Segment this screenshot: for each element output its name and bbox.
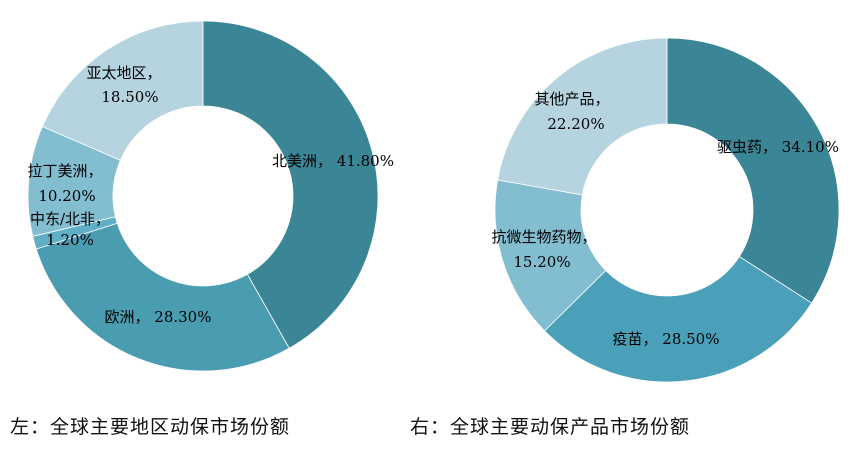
donut-slice-1-2	[494, 179, 607, 332]
slice-label-0-3-1: 10.20%	[38, 187, 95, 205]
donut-slice-0-1	[35, 222, 290, 372]
slice-label-0-2-1: 1.20%	[46, 231, 94, 249]
slice-label-1-0-0: 驱虫药， 34.10%	[717, 138, 839, 156]
donut-slice-0-0	[202, 20, 379, 349]
slice-label-1-1-0: 疫苗， 28.50%	[613, 330, 720, 348]
slice-label-1-2-0: 抗微生物药物，	[491, 228, 596, 246]
right-donut-chart: 驱虫药， 34.10% 疫苗， 28.50% 抗微生物药物， 15.20% 其他产品， 2…	[491, 37, 840, 383]
slice-label-0-3-0: 拉丁美洲，	[27, 162, 102, 180]
donut-slice-1-1	[544, 255, 813, 383]
donut-slice-1-0	[666, 37, 840, 304]
slice-label-0-0-0: 北美洲， 41.80%	[272, 152, 394, 170]
slice-label-0-4-0: 亚太地区，	[86, 64, 161, 82]
left-chart-title: 左：全球主要地区动保市场份额	[10, 416, 291, 438]
donut-slice-1-3	[497, 37, 668, 196]
slice-label-1-3-0: 其他产品，	[534, 90, 609, 108]
slice-label-1-3-1: 22.20%	[547, 115, 604, 133]
slice-label-0-4-1: 18.50%	[101, 88, 158, 106]
donut-slice-0-4	[41, 20, 204, 161]
slice-label-1-2-1: 15.20%	[513, 253, 570, 271]
slice-label-0-2-0: 中东/北非，	[30, 210, 110, 228]
slice-label-0-1-0: 欧洲， 28.30%	[105, 308, 212, 326]
left-donut-chart: 北美洲， 41.80% 欧洲， 28.30% 中东/北非， 1.20% 拉丁美洲， 10.…	[27, 20, 394, 372]
right-chart-title: 右：全球主要动保产品市场份额	[410, 416, 691, 438]
